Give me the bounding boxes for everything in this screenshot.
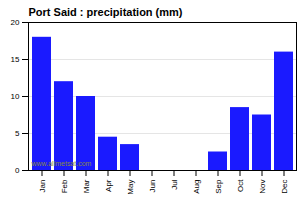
svg-text:Feb: Feb xyxy=(60,179,69,193)
svg-text:Sep: Sep xyxy=(214,179,223,194)
svg-text:May: May xyxy=(126,180,135,195)
svg-text:Aug: Aug xyxy=(192,180,201,194)
svg-text:www.allmetsat.com: www.allmetsat.com xyxy=(31,160,92,167)
svg-text:Dec: Dec xyxy=(280,180,289,194)
svg-text:10: 10 xyxy=(11,92,20,101)
svg-text:Jul: Jul xyxy=(170,179,179,189)
svg-text:Mar: Mar xyxy=(82,179,91,193)
svg-text:Nov: Nov xyxy=(258,180,267,194)
svg-text:20: 20 xyxy=(11,18,20,27)
svg-text:15: 15 xyxy=(11,55,20,64)
svg-text:Jun: Jun xyxy=(148,180,157,193)
svg-text:5: 5 xyxy=(15,129,20,138)
svg-text:0: 0 xyxy=(15,166,20,175)
svg-text:Oct: Oct xyxy=(236,179,245,192)
svg-text:Jan: Jan xyxy=(38,180,47,193)
svg-text:Apr: Apr xyxy=(104,179,113,192)
svg-text:Port Said : precipitation (mm): Port Said : precipitation (mm) xyxy=(29,6,183,18)
